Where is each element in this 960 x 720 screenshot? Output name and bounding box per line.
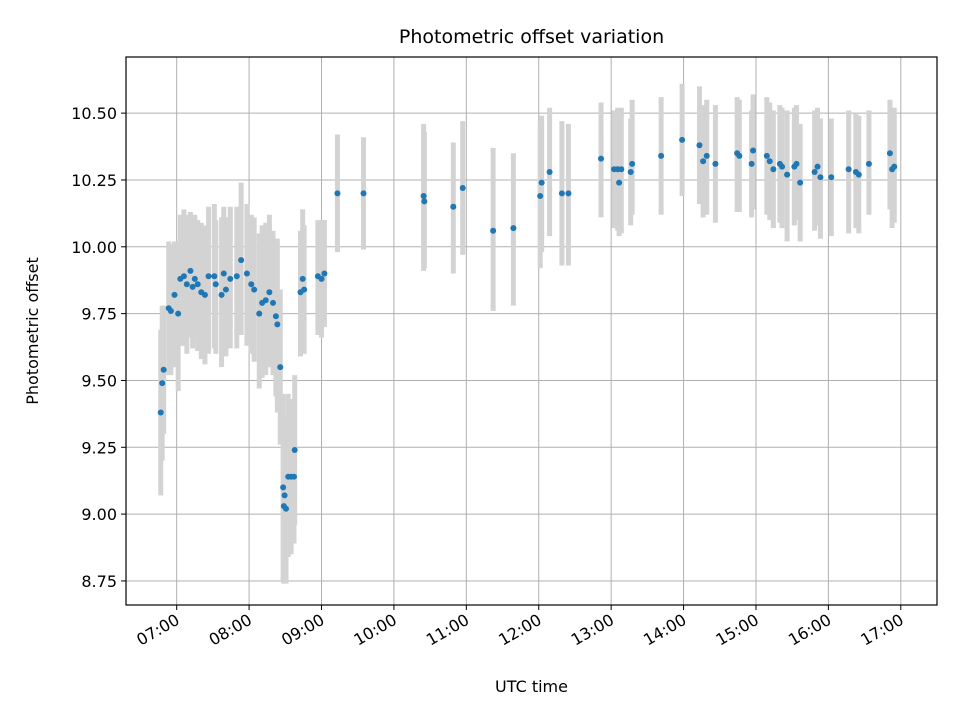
data-point (845, 166, 852, 173)
data-point (205, 273, 212, 280)
data-point (167, 307, 174, 314)
data-point (696, 142, 703, 149)
data-point (269, 299, 276, 306)
data-point (280, 484, 287, 491)
data-point (828, 174, 835, 181)
data-point (748, 160, 755, 167)
data-point (321, 270, 328, 277)
data-point (290, 473, 297, 480)
data-point (421, 198, 428, 205)
data-point (243, 270, 250, 277)
data-point (360, 190, 367, 197)
y-tick-label: 9.75 (81, 305, 117, 324)
data-point (797, 179, 804, 186)
data-point (766, 158, 773, 165)
data-point (793, 160, 800, 167)
data-point (855, 171, 862, 178)
data-point (222, 286, 229, 293)
data-point (227, 275, 234, 282)
data-point (537, 193, 544, 200)
data-point (189, 283, 196, 290)
data-point (272, 313, 279, 320)
data-point (679, 136, 686, 143)
y-tick-label: 10.00 (71, 238, 117, 257)
data-point (629, 160, 636, 167)
data-point (712, 160, 719, 167)
data-point (334, 190, 341, 197)
data-point (763, 152, 770, 159)
data-point (891, 163, 898, 170)
data-point (218, 291, 225, 298)
data-point (283, 505, 290, 512)
data-point (180, 273, 187, 280)
data-point (459, 184, 466, 191)
data-point (510, 225, 517, 232)
data-points (157, 136, 898, 512)
data-point (490, 227, 497, 234)
data-point (618, 166, 625, 173)
y-axis-label: Photometric offset (23, 257, 42, 405)
data-point (238, 257, 245, 264)
y-tick-label: 9.50 (81, 371, 117, 390)
data-point (262, 297, 269, 304)
data-point (160, 366, 167, 373)
data-point (538, 179, 545, 186)
data-point (886, 150, 893, 157)
data-point (658, 152, 665, 159)
data-point (157, 409, 164, 416)
data-point (201, 291, 208, 298)
data-point (266, 289, 273, 296)
data-point (865, 160, 872, 167)
data-point (281, 492, 288, 499)
chart-title: Photometric offset variation (399, 26, 664, 48)
data-point (159, 380, 166, 387)
data-point (627, 168, 634, 175)
data-point (616, 179, 623, 186)
data-point (175, 310, 182, 317)
data-point (274, 321, 281, 328)
data-point (171, 291, 178, 298)
data-point (301, 286, 308, 293)
plot-frame (125, 56, 938, 606)
y-tick-label: 9.00 (81, 505, 117, 524)
data-point (700, 158, 707, 165)
data-point (211, 273, 218, 280)
data-point (779, 163, 786, 170)
y-tick-label: 10.25 (71, 171, 117, 190)
data-point (814, 163, 821, 170)
x-axis-label: UTC time (495, 677, 568, 696)
data-point (558, 190, 565, 197)
data-point (291, 446, 298, 453)
y-axis-ticks: 8.75 9.00 9.25 9.50 9.75 10.00 10.25 10.50 (71, 104, 126, 591)
y-tick-label: 10.50 (71, 104, 117, 123)
data-point (450, 203, 457, 210)
y-tick-label: 9.25 (81, 438, 117, 457)
data-point (750, 147, 757, 154)
data-point (277, 364, 284, 371)
data-point (736, 152, 743, 159)
data-point (212, 281, 219, 288)
data-point (420, 193, 427, 200)
data-point (299, 275, 306, 282)
data-point (187, 267, 194, 274)
data-point (233, 273, 240, 280)
data-point (191, 275, 198, 282)
data-point (194, 281, 201, 288)
y-tick-label: 8.75 (81, 572, 117, 591)
data-point (248, 281, 255, 288)
data-point (183, 281, 190, 288)
data-point (251, 286, 258, 293)
data-point (256, 310, 263, 317)
data-point (220, 270, 227, 277)
data-point (784, 171, 791, 178)
data-point (598, 155, 605, 162)
data-point (546, 168, 553, 175)
data-point (817, 174, 824, 181)
data-point (811, 168, 818, 175)
data-point (703, 152, 710, 159)
data-point (565, 190, 572, 197)
data-point (318, 275, 325, 282)
data-point (770, 166, 777, 173)
